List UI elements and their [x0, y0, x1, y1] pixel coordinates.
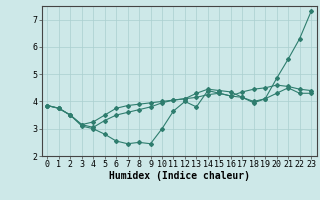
X-axis label: Humidex (Indice chaleur): Humidex (Indice chaleur): [109, 171, 250, 181]
